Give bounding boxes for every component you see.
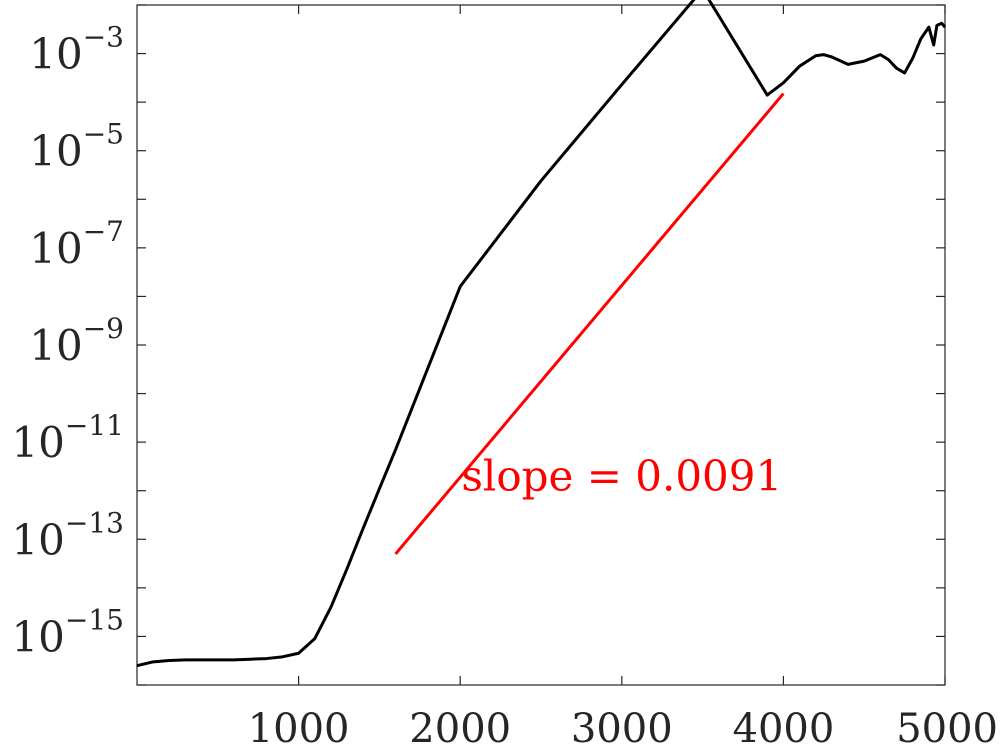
y-tick-label-base: 10: [29, 321, 82, 370]
tick-labels: 1000 2000 3000 4000 500010−1510−1310−1110−91…: [11, 21, 998, 750]
y-tick-label-exponent: −7: [83, 215, 124, 248]
x-tick-label: 5000: [896, 706, 998, 750]
y-tick-label-base: 10: [29, 127, 82, 176]
ticks: [137, 4, 946, 686]
annotations: slope = 0.0091: [461, 452, 782, 501]
y-tick-label-base: 10: [29, 30, 82, 79]
y-tick-label-base: 10: [11, 418, 64, 467]
y-tick-label: 10−5: [29, 118, 124, 176]
x-tick-label: 1000: [248, 706, 350, 750]
y-tick-label: 10−3: [29, 21, 124, 79]
y-tick-label-exponent: −11: [65, 409, 124, 442]
y-tick-label-exponent: −13: [65, 506, 124, 539]
x-tick-label: 3000: [571, 706, 673, 750]
x-tick-label: 4000: [733, 706, 835, 750]
slope-annotation: slope = 0.0091: [461, 452, 782, 501]
x-tick-label: 2000: [409, 706, 511, 750]
y-tick-label: 10−7: [29, 215, 124, 273]
series: [136, 0, 947, 668]
plot-frame: [136, 4, 946, 686]
y-tick-label: 10−11: [11, 409, 124, 467]
series-line: [136, 0, 947, 668]
y-tick-label: 10−15: [11, 603, 124, 661]
fit-line: [394, 92, 785, 555]
y-tick-label-exponent: −5: [83, 118, 124, 151]
y-tick-label: 10−13: [11, 506, 124, 564]
y-tick-label-base: 10: [11, 612, 64, 661]
y-tick-label: 10−9: [29, 312, 124, 370]
y-tick-label-exponent: −3: [83, 21, 124, 54]
y-tick-label-base: 10: [11, 515, 64, 564]
y-tick-label-exponent: −15: [65, 603, 124, 636]
y-tick-label-base: 10: [29, 224, 82, 273]
y-tick-label-exponent: −9: [83, 312, 124, 345]
axes: [136, 4, 946, 686]
